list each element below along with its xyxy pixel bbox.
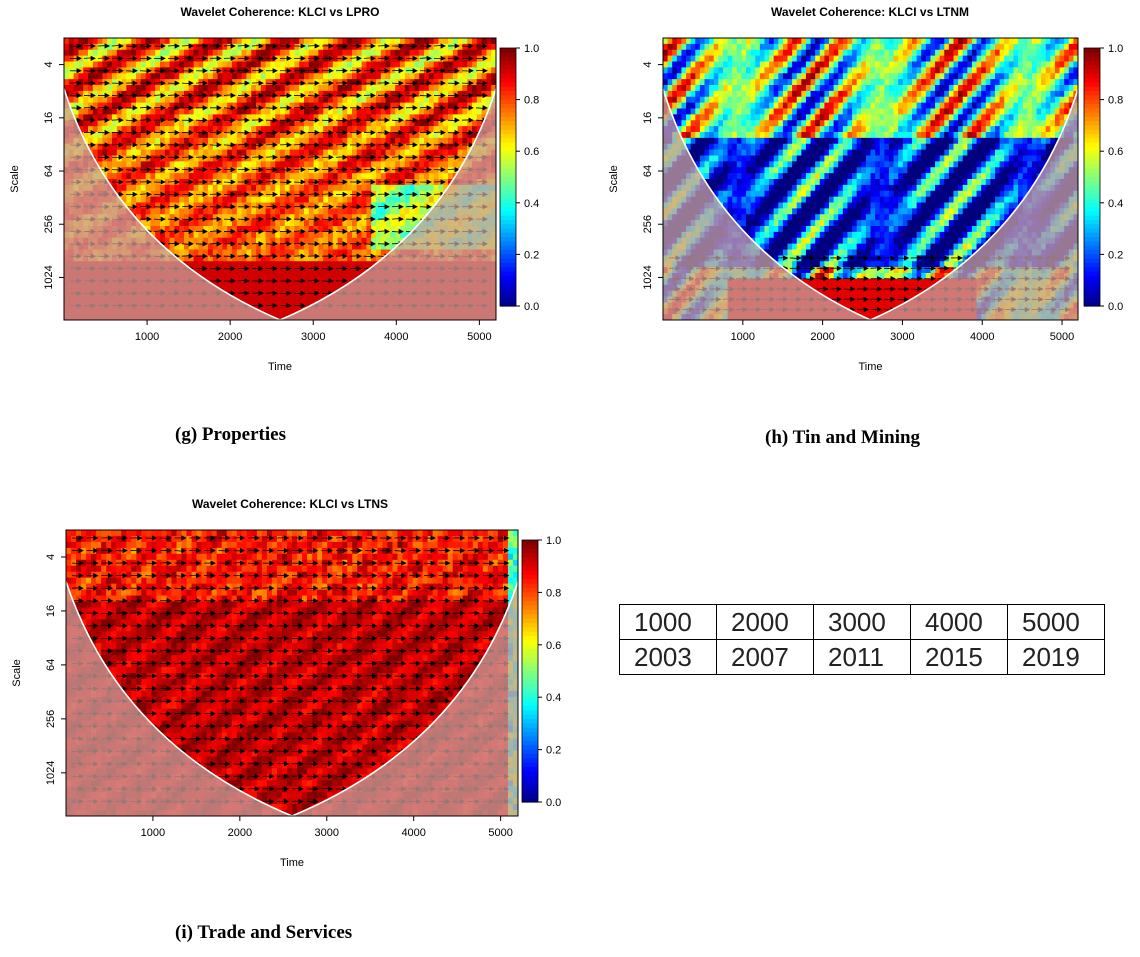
x-tick-label: 1000 [141,827,165,839]
table-cell: 5000 [1007,604,1105,640]
wavelet-chart-klci-ltnm: Wavelet Coherence: KLCI vs LTNM 1000 2000 3… [608,5,1123,373]
x-axis-label: Time [280,857,304,869]
x-tick-label: 2000 [218,331,242,343]
colorbar [521,539,539,803]
colorbar [1083,47,1101,307]
chart-title: Wavelet Coherence: KLCI vs LTNS [192,497,388,511]
y-tick-label: 4 [43,62,55,68]
cone-of-influence [64,88,496,320]
chart-panel-trade-services: Wavelet Coherence: KLCI vs LTNS 1000 2000 3… [0,490,580,890]
y-tick-label: 1024 [642,265,654,289]
table-cell: 2015 [910,639,1008,675]
colorbar-tick-label: 0.4 [546,692,561,704]
chart-title: Wavelet Coherence: KLCI vs LTNM [771,5,969,19]
x-tick-label: 1000 [731,331,755,343]
cone-of-influence [66,581,518,816]
table-cell: 2007 [716,639,814,675]
x-tick-label: 3000 [890,331,914,343]
plot-frame [65,529,519,817]
colorbar-tick-label: 1.0 [1108,43,1123,55]
x-tick-label: 2000 [228,827,252,839]
cone-of-influence-line [64,88,496,320]
y-tick-label: 16 [43,112,55,124]
y-tick-label: 4 [642,62,654,68]
x-tick-label: 5000 [488,827,512,839]
colorbar-tick-label: 0.0 [546,797,561,809]
colorbar [499,47,517,307]
x-tick-label: 3000 [301,331,325,343]
colorbar-tick-label: 0.6 [1108,146,1123,158]
x-tick-label: 5000 [1050,331,1074,343]
wavelet-chart-klci-lpro: Wavelet Coherence: KLCI vs LPRO 1000 2000 3… [9,5,539,373]
colorbar-tick-label: 0.8 [524,95,539,107]
x-tick-label: 1000 [135,331,159,343]
colorbar-tick-label: 0.2 [1108,249,1123,261]
time-mapping-table: 1000 2000 3000 4000 5000 2003 2007 2011 … [619,604,1105,675]
x-tick-label: 3000 [315,827,339,839]
table-cell: 2000 [716,604,814,640]
table-row: 2003 2007 2011 2015 2019 [619,639,1105,675]
x-axis-label: Time [858,361,882,373]
coherence-heatmap [66,530,518,816]
wavelet-chart-klci-ltns: Wavelet Coherence: KLCI vs LTNS 1000 2000 3… [11,497,561,869]
y-tick-label: 1024 [43,265,55,289]
table-cell: 2011 [813,639,911,675]
y-tick-label: 1024 [45,761,57,785]
cone-of-influence-line [66,581,518,816]
y-tick-label: 256 [45,710,57,728]
y-tick-label: 64 [642,165,654,177]
y-axis-label: Scale [9,165,21,193]
colorbar-tick-label: 0.0 [524,301,539,313]
y-tick-label: 4 [45,554,57,560]
colorbar-tick-label: 0.6 [546,640,561,652]
table-cell: 2003 [619,639,717,675]
chart-panel-tin-mining: Wavelet Coherence: KLCI vs LTNM 1000 2000 3… [600,0,1140,385]
colorbar-tick-label: 1.0 [546,535,561,547]
colorbar-tick-label: 0.2 [524,249,539,261]
x-tick-label: 2000 [810,331,834,343]
caption-tin-mining: (h) Tin and Mining [765,427,921,448]
y-tick-label: 256 [642,215,654,233]
caption-properties: (g) Properties [175,424,286,445]
table-row: 1000 2000 3000 4000 5000 [619,604,1105,640]
x-axis-label: Time [268,361,292,373]
x-tick-label: 4000 [384,331,408,343]
table-cell: 2019 [1007,639,1105,675]
x-tick-label: 4000 [401,827,425,839]
coherence-heatmap [663,38,1078,320]
coherence-heatmap [64,38,496,320]
y-tick-label: 16 [642,112,654,124]
colorbar-tick-label: 0.2 [546,745,561,757]
table-cell: 4000 [910,604,1008,640]
x-tick-label: 4000 [970,331,994,343]
chart-title: Wavelet Coherence: KLCI vs LPRO [181,5,380,19]
y-tick-label: 256 [43,215,55,233]
cone-of-influence [663,88,1078,320]
y-tick-label: 64 [43,165,55,177]
colorbar-tick-label: 0.8 [546,587,561,599]
chart-panel-properties: Wavelet Coherence: KLCI vs LPRO 1000 2000 3… [0,0,560,385]
colorbar-tick-label: 0.6 [524,146,539,158]
cone-of-influence-line [663,88,1078,320]
caption-trade-services: (i) Trade and Services [175,922,353,943]
table-cell: 3000 [813,604,911,640]
plot-frame [63,37,497,321]
y-axis-label: Scale [11,659,23,687]
colorbar-tick-label: 0.0 [1108,301,1123,313]
colorbar-tick-label: 0.8 [1108,95,1123,107]
y-tick-label: 64 [45,659,57,671]
x-tick-label: 5000 [467,331,491,343]
colorbar-tick-label: 0.4 [1108,198,1123,210]
colorbar-tick-label: 0.4 [524,198,539,210]
table-cell: 1000 [619,604,717,640]
y-axis-label: Scale [608,165,620,193]
colorbar-tick-label: 1.0 [524,43,539,55]
y-tick-label: 16 [45,605,57,617]
plot-frame [662,37,1079,321]
